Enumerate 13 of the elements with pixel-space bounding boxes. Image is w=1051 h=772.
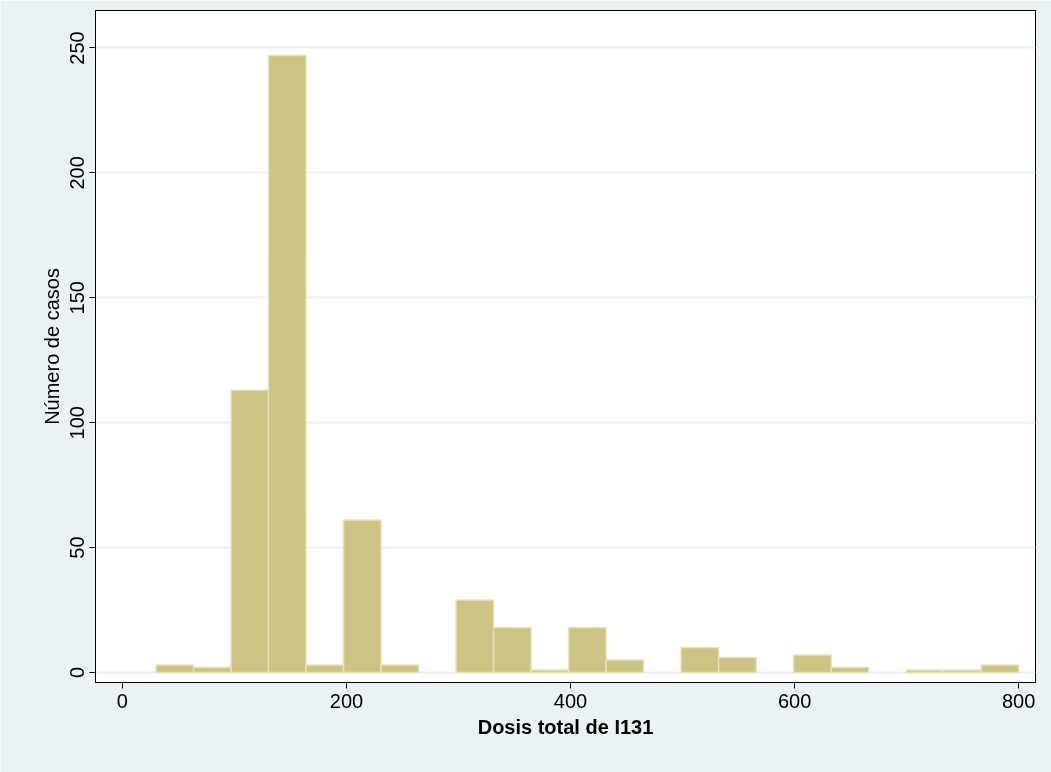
y-tick-label: 100 [66, 406, 89, 440]
x-tick-label: 0 [116, 689, 128, 712]
x-tick-label: 400 [553, 689, 588, 712]
x-tick-label: 200 [329, 689, 364, 712]
y-tick-label: 0 [66, 666, 89, 679]
x-tick-label: 600 [777, 689, 812, 712]
y-tick-label: 150 [66, 281, 89, 315]
y-axis-title: Número de casos [40, 268, 63, 425]
x-axis-title: Dosis total de I131 [477, 715, 654, 738]
x-tick-label: 800 [1002, 689, 1036, 712]
y-tick-label: 250 [66, 31, 89, 65]
y-tick-label: 200 [66, 156, 89, 190]
y-tick-label: 50 [66, 536, 89, 559]
